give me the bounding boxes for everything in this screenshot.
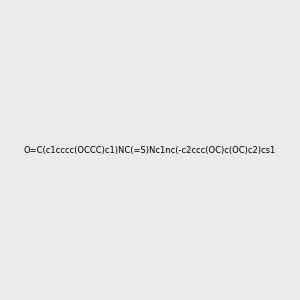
Text: O=C(c1cccc(OCCC)c1)NC(=S)Nc1nc(-c2ccc(OC)c(OC)c2)cs1: O=C(c1cccc(OCCC)c1)NC(=S)Nc1nc(-c2ccc(OC… — [24, 146, 276, 154]
